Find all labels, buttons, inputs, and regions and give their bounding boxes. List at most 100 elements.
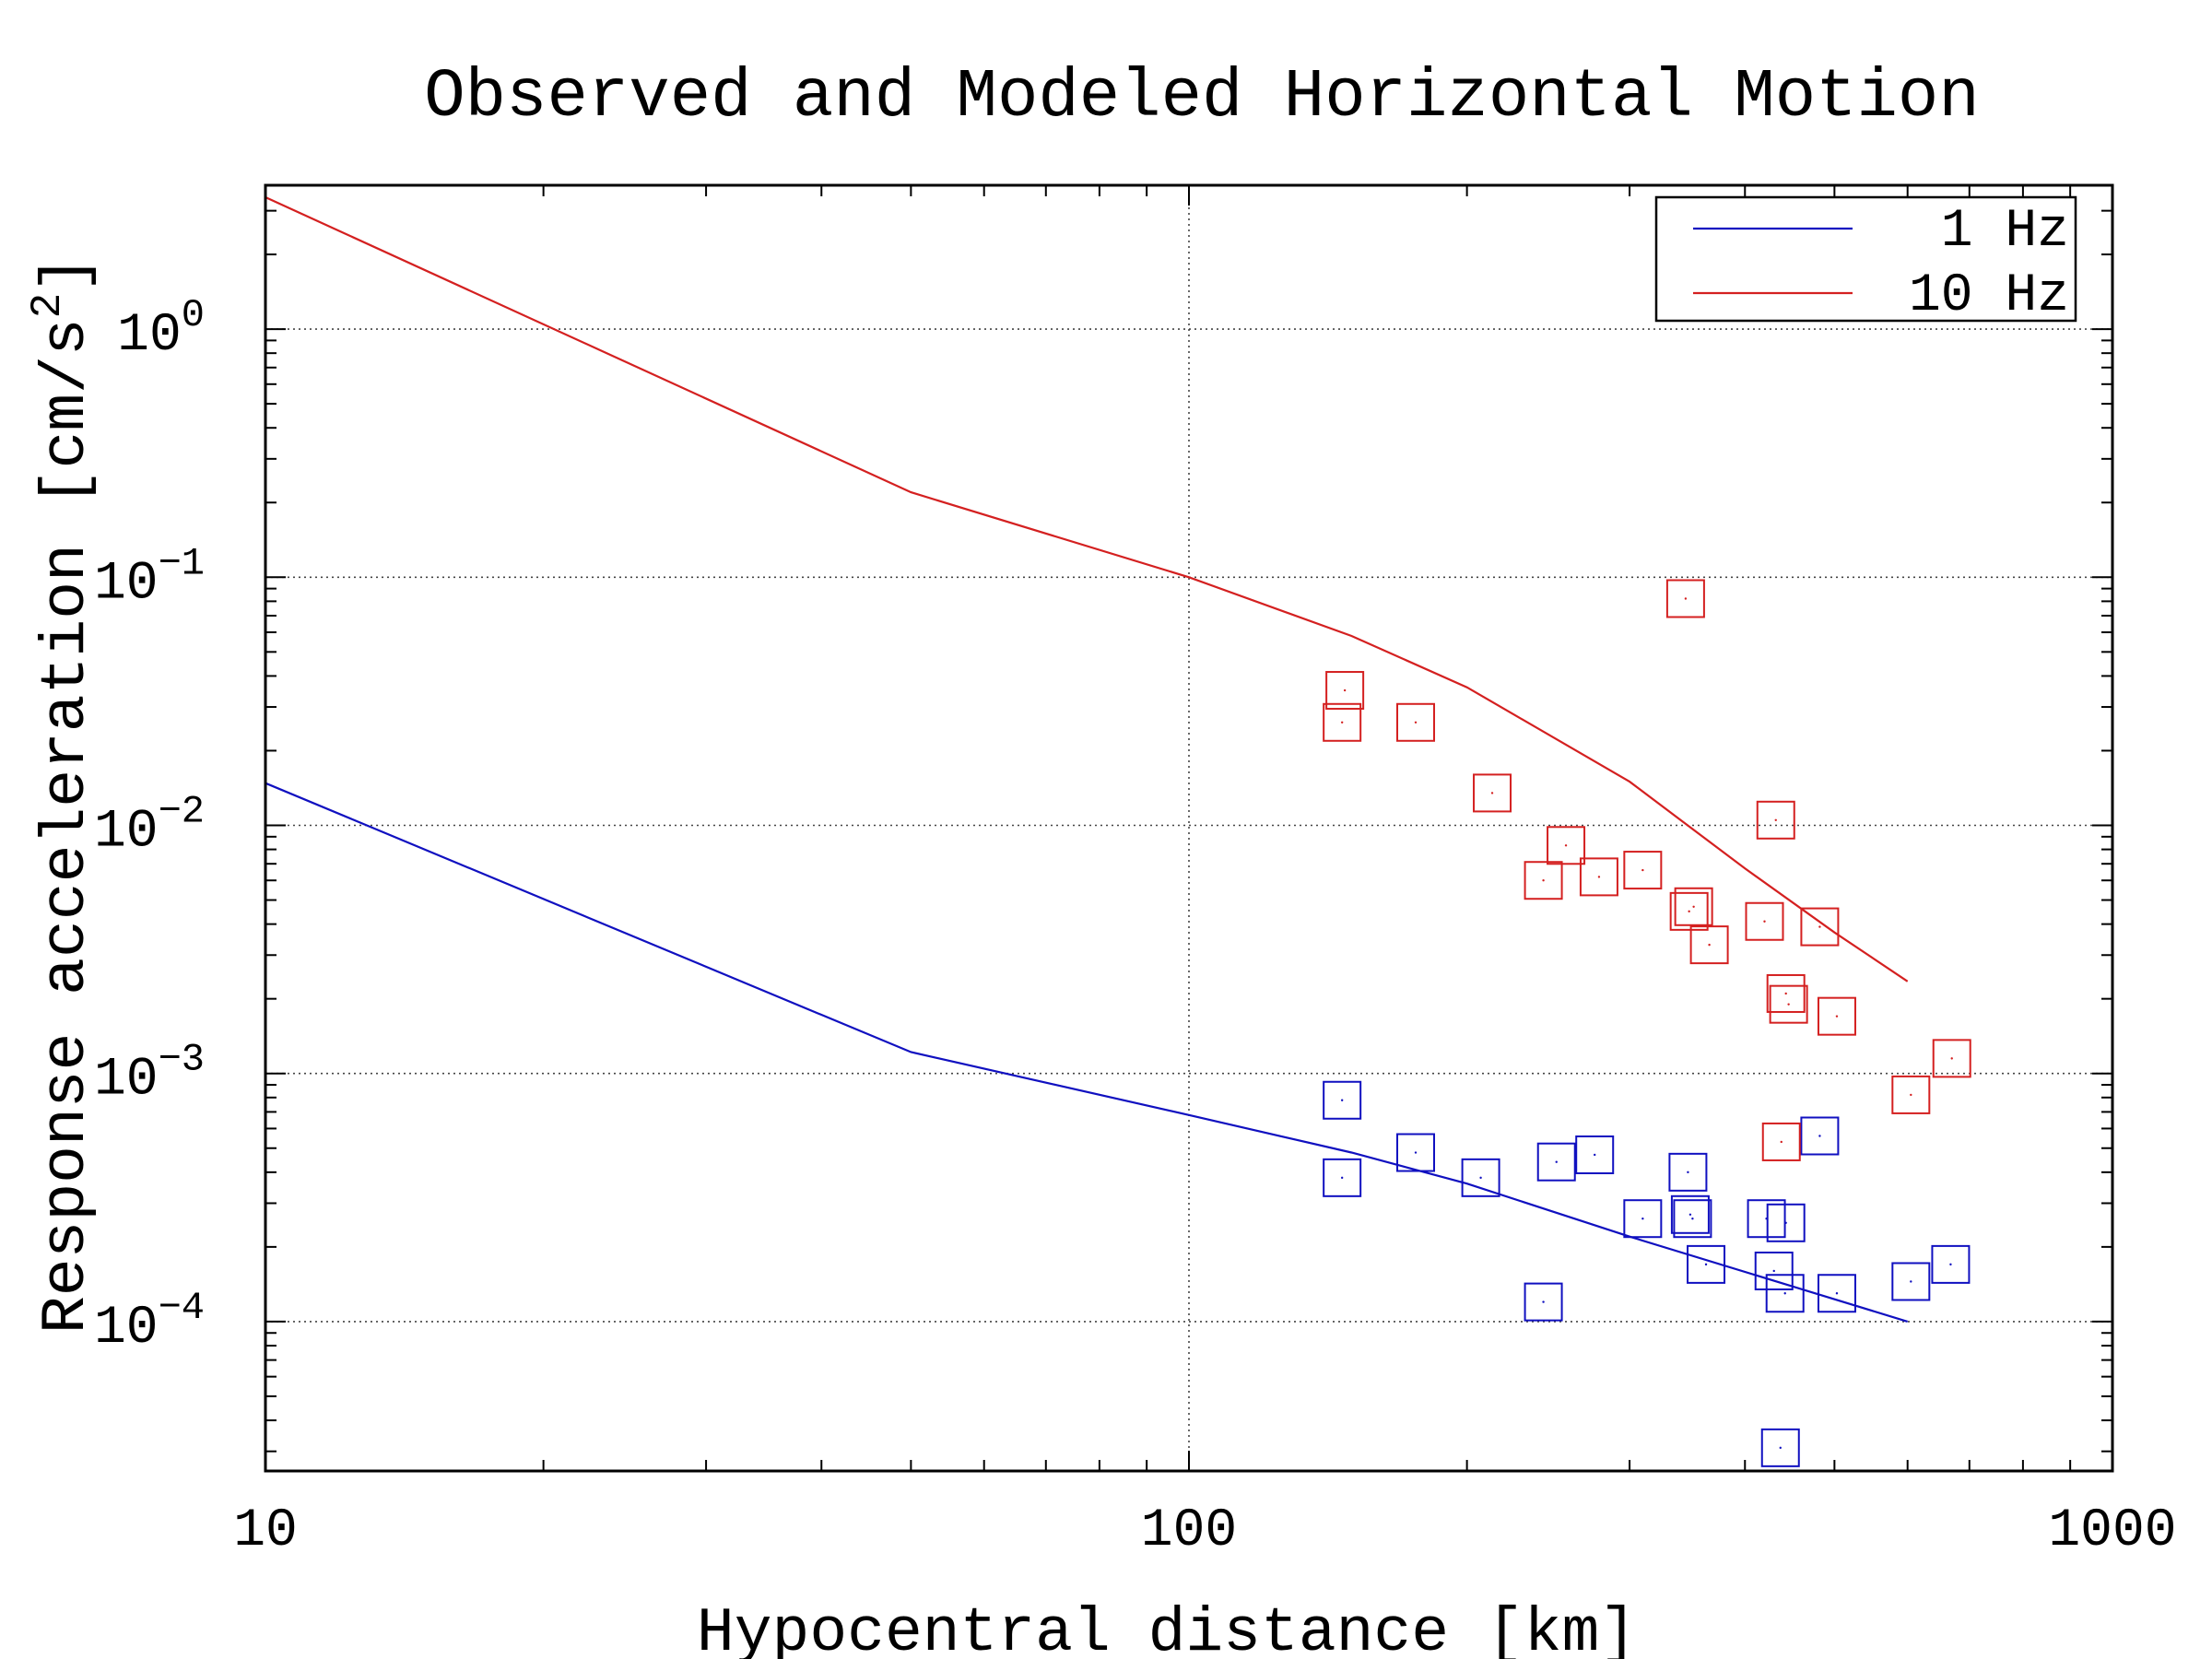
data-point-center — [1490, 792, 1494, 794]
x-tick-labels: 10 100 1000 — [233, 1501, 2176, 1561]
x-tick-label: 1000 — [2048, 1501, 2176, 1561]
data-point-marker — [1756, 800, 1795, 840]
y-tick-labels: 100 10−1 10−2 10−3 10−4 — [94, 293, 205, 1359]
data-point-center — [1542, 1300, 1545, 1303]
data-point-center — [1787, 1003, 1790, 1006]
data-point-marker — [1891, 1075, 1931, 1114]
data-point-marker — [1689, 925, 1729, 965]
data-point-center — [1818, 1135, 1821, 1137]
data-point-center — [1779, 1446, 1782, 1450]
y-axis-label-superscript: 2 — [24, 293, 72, 319]
data-point-center — [1687, 1171, 1689, 1174]
data-point-marker — [1673, 1199, 1712, 1239]
data-point-marker — [1670, 1194, 1710, 1234]
model-lines — [265, 195, 1909, 1323]
data-point-center — [1708, 943, 1711, 947]
data-point-center — [1340, 721, 1344, 724]
data-point-center — [1555, 1160, 1558, 1163]
data-point-center — [1784, 992, 1787, 995]
x-axis-label: Hypocentral distance [km] — [697, 1598, 1637, 1659]
data-point-center — [1704, 1263, 1708, 1266]
data-point-marker — [1325, 671, 1365, 711]
data-point-center — [1780, 1140, 1783, 1144]
data-point-center — [1542, 879, 1545, 882]
data-point-marker — [1396, 1133, 1436, 1172]
data-point-marker — [1674, 887, 1713, 926]
data-point-marker — [1687, 1244, 1726, 1284]
x-tick-label: 10 — [233, 1501, 298, 1561]
grid-layer — [265, 185, 2112, 1471]
tick-marks — [265, 185, 2112, 1471]
data-point-center — [1340, 1176, 1344, 1180]
data-point-center — [1597, 876, 1601, 878]
y-tick-label: 10−4 — [94, 1286, 205, 1359]
data-point-center — [1594, 1153, 1596, 1157]
data-point-marker — [1623, 851, 1663, 890]
data-point-marker — [1665, 579, 1705, 618]
data-point-center — [1835, 1015, 1839, 1018]
y-tick-label: 10−1 — [94, 541, 205, 614]
data-point-center — [1688, 1213, 1692, 1216]
data-point-marker — [1891, 1262, 1931, 1301]
y-axis-label: Response acceleration [cm/s2] — [24, 255, 102, 1334]
data-point-center — [1763, 920, 1766, 923]
data-point-marker — [1747, 1199, 1786, 1239]
data-point-center — [1692, 905, 1695, 908]
data-point-center — [1684, 597, 1688, 600]
data-point-center — [1950, 1057, 1953, 1060]
data-point-center — [1641, 868, 1644, 872]
data-point-center — [1691, 1218, 1694, 1220]
data-point-center — [1835, 1292, 1839, 1295]
chart-title: Observed and Modeled Horizontal Motion — [424, 59, 1979, 136]
data-point-marker — [1765, 1274, 1805, 1313]
data-point-center — [1340, 1099, 1344, 1101]
data-point-marker — [1579, 857, 1618, 897]
data-point-center — [1641, 1218, 1644, 1220]
y-axis-label-main: Response acceleration [cm/s — [31, 318, 102, 1334]
y-axis-label-suffix: ] — [31, 255, 102, 293]
y-tick-label: 10−3 — [94, 1038, 205, 1111]
data-point-marker — [1669, 891, 1709, 931]
data-point-center — [1784, 1221, 1787, 1224]
data-point-marker — [1323, 1080, 1362, 1120]
legend-box — [1654, 195, 2077, 323]
legend-label: 1 Hz — [1941, 202, 2069, 262]
data-point-center — [1949, 1263, 1952, 1266]
data-point-marker — [1473, 773, 1512, 813]
data-point-marker — [1668, 1152, 1708, 1192]
data-point-marker — [1524, 861, 1563, 900]
data-point-marker — [1769, 984, 1808, 1024]
data-point-center — [1783, 1292, 1786, 1295]
data-point-marker — [1623, 1199, 1663, 1239]
data-point-center — [1479, 1176, 1482, 1180]
data-point-center — [1414, 1151, 1418, 1154]
data-point-center — [1772, 1269, 1775, 1273]
data-point-center — [1910, 1093, 1912, 1097]
data-point-marker — [1396, 702, 1436, 742]
data-point-marker — [1932, 1039, 1971, 1078]
data-point-center — [1688, 910, 1690, 913]
data-point-marker — [1536, 1142, 1576, 1182]
y-tick-label: 10−2 — [94, 790, 205, 863]
legend-label: 10 Hz — [1909, 266, 2069, 326]
data-point-marker — [1461, 1158, 1500, 1197]
data-point-marker — [1754, 1251, 1794, 1290]
data-point-marker — [1766, 973, 1806, 1013]
data-point-marker — [1800, 907, 1840, 947]
data-point-marker — [1524, 1282, 1563, 1322]
data-point-marker — [1323, 1158, 1362, 1197]
y-tick-label: 100 — [117, 293, 205, 366]
data-point-marker — [1575, 1135, 1615, 1174]
data-point-center — [1818, 925, 1821, 928]
data-point-marker — [1817, 1274, 1856, 1313]
data-point-marker — [1760, 1428, 1800, 1467]
data-point-marker — [1761, 1122, 1801, 1161]
x-tick-label: 100 — [1141, 1501, 1237, 1561]
data-point-marker — [1323, 702, 1362, 742]
data-point-marker — [1931, 1244, 1971, 1284]
data-point-marker — [1800, 1116, 1840, 1156]
data-point-marker — [1817, 996, 1856, 1036]
data-point-center — [1414, 721, 1418, 724]
